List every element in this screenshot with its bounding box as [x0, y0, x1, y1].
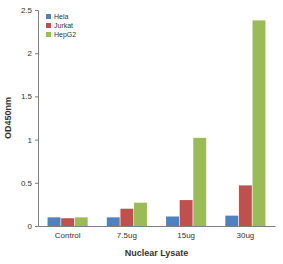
y-tick: 2 — [28, 49, 38, 58]
legend-label: Hela — [54, 13, 69, 20]
x-tick-label: 7.5ug — [117, 231, 137, 240]
legend-swatch — [46, 14, 51, 19]
x-tick: 15ug — [177, 226, 195, 240]
y-tick: 0.5 — [21, 179, 38, 188]
bar — [180, 200, 193, 226]
bar — [48, 217, 61, 226]
legend-item: Jurkat — [46, 22, 73, 29]
bar — [134, 203, 147, 226]
x-tick-label: 30ug — [236, 231, 254, 240]
y-tick-label: 2 — [28, 49, 33, 58]
y-tick-label: 1 — [28, 136, 33, 145]
legend-swatch — [46, 32, 51, 37]
y-axis: 0 0.5 1 1.5 2 2.5 — [21, 6, 39, 231]
y-axis-title: OD450nm — [3, 97, 13, 139]
x-axis: Control 7.5ug 15ug 30ug — [39, 226, 276, 240]
bar — [75, 217, 88, 226]
x-tick: 30ug — [236, 226, 254, 240]
bar — [253, 20, 266, 226]
y-tick: 0 — [28, 222, 38, 231]
legend-label: HepG2 — [54, 31, 76, 39]
x-axis-line — [39, 226, 276, 227]
x-tick-label: Control — [55, 231, 81, 240]
y-tick-mark — [35, 10, 38, 11]
bar — [166, 216, 179, 226]
chart: 0 0.5 1 1.5 2 2.5 Control 7.5ug 15ug 30ug Nuclear … — [0, 0, 283, 264]
y-tick: 1 — [28, 136, 38, 145]
bar — [193, 138, 206, 226]
bar — [107, 217, 120, 226]
y-tick-label: 2.5 — [21, 6, 33, 15]
bar — [120, 209, 133, 226]
y-tick-mark — [35, 96, 38, 97]
legend-item: HepG2 — [46, 31, 76, 39]
y-tick-mark — [35, 140, 38, 141]
bar — [61, 218, 74, 226]
legend-item: Hela — [46, 13, 69, 20]
y-tick: 1.5 — [21, 92, 38, 101]
legend-swatch — [46, 23, 51, 28]
x-axis-title: Nuclear Lysate — [125, 248, 189, 258]
bar — [239, 185, 252, 226]
y-tick-mark — [35, 183, 38, 184]
y-tick-label: 0 — [28, 222, 33, 231]
plot: 0 0.5 1 1.5 2 2.5 Control 7.5ug 15ug 30ug — [21, 6, 276, 240]
y-tick-label: 0.5 — [21, 179, 33, 188]
y-tick-label: 1.5 — [21, 92, 33, 101]
y-tick-mark — [35, 226, 38, 227]
y-axis-line — [35, 11, 39, 227]
bars — [48, 20, 266, 226]
y-tick-mark — [35, 53, 38, 54]
legend-label: Jurkat — [54, 22, 73, 29]
bar — [225, 216, 238, 226]
x-tick: 7.5ug — [117, 226, 137, 240]
legend: Hela Jurkat HepG2 — [46, 13, 76, 39]
x-tick: Control — [55, 226, 81, 240]
x-tick-label: 15ug — [177, 231, 195, 240]
y-tick: 2.5 — [21, 6, 38, 15]
